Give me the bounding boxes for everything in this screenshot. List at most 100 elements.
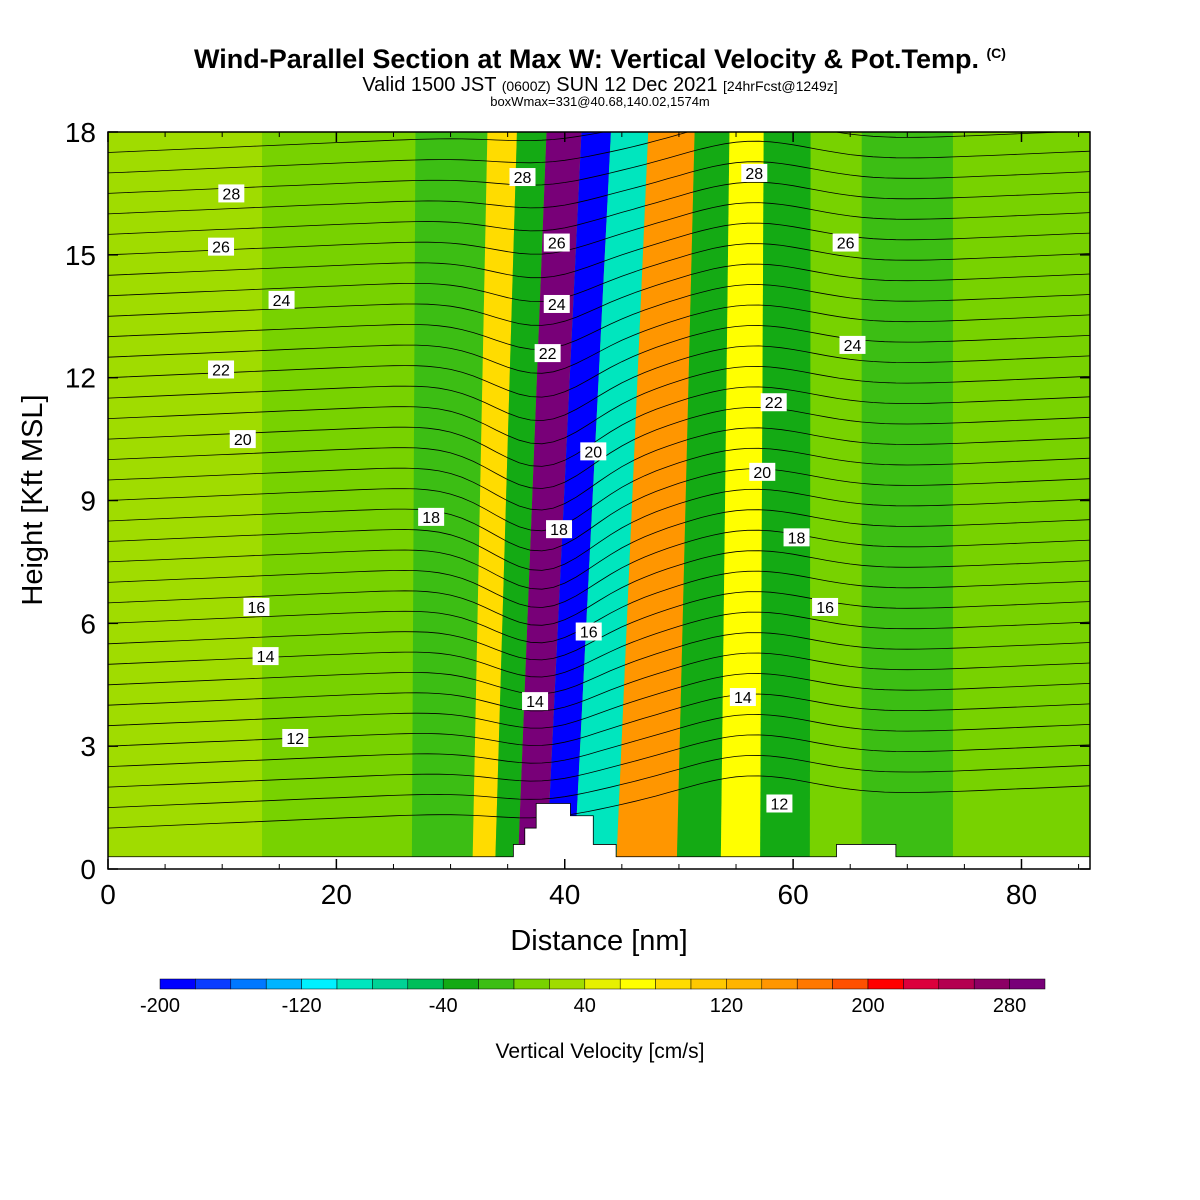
contour-label-text: 20 (753, 465, 771, 482)
valid-time-utc: (0600Z) (501, 78, 551, 94)
theta-contour (108, 550, 1090, 626)
theta-contour (108, 427, 1090, 511)
contour-label-text: 16 (816, 600, 834, 617)
contour-label: 12 (766, 794, 793, 813)
velocity-band (495, 132, 547, 869)
colorbar-swatch (265, 978, 302, 990)
colorbar-swatch (159, 978, 196, 990)
colorbar-tick-label: 40 (574, 995, 596, 1017)
contour-label: 14 (252, 647, 279, 666)
colorbar-swatch (726, 978, 763, 990)
colorbar-label: Vertical Velocity [cm/s] (496, 1040, 705, 1063)
colorbar-tick-label: -40 (429, 995, 458, 1017)
colorbar-tick-label: -120 (282, 995, 322, 1017)
theta-contour (108, 132, 118, 133)
chart-title: Wind-Parallel Section at Max W: Vertical… (0, 44, 1200, 75)
x-tick-label: 0 (100, 879, 116, 910)
axes: 0 20 40 60 80 0 3 6 9 12 15 18 (65, 117, 1090, 910)
contour-label-text: 18 (422, 510, 440, 527)
theta-contour (108, 529, 1090, 608)
theta-contour (108, 222, 1090, 279)
contour-label: 26 (208, 237, 235, 257)
velocity-band (546, 132, 611, 869)
colorbar-swatch (619, 978, 656, 990)
contour-label-text: 24 (548, 297, 566, 314)
contour-label-text: 26 (837, 236, 855, 253)
copyright-mark: (C) (986, 45, 1006, 61)
velocity-band (411, 132, 488, 869)
theta-contour (108, 161, 1090, 215)
contour-label-text: 16 (580, 625, 598, 642)
velocity-band (472, 132, 517, 869)
colorbar-swatch (832, 978, 869, 990)
theta-contour (108, 673, 1090, 729)
theta-contour (108, 345, 1090, 422)
theta-contour (108, 754, 1090, 808)
contour-label-text: 26 (212, 240, 230, 257)
potential-temperature-contours (108, 132, 1090, 829)
contour-label: 18 (546, 520, 573, 539)
contour-label-text: 26 (548, 236, 566, 253)
y-tick-label: 6 (80, 608, 96, 639)
box-wmax-info: boxWmax=331@40.68,140.02,1574m (490, 94, 710, 109)
contour-label-text: 28 (745, 166, 763, 183)
x-tick-label: 20 (321, 879, 352, 910)
theta-contour (108, 386, 1090, 467)
theta-contour (108, 132, 606, 153)
contour-label-text: 12 (286, 731, 304, 748)
contour-label-text: 14 (526, 694, 544, 711)
theta-contour (108, 713, 1090, 767)
theta-contour (108, 263, 1090, 326)
velocity-band (108, 132, 263, 869)
contour-label: 28 (509, 168, 536, 187)
contour-label-text: 14 (257, 649, 275, 666)
colorbar-swatch (230, 978, 267, 990)
contour-label: 16 (575, 622, 602, 642)
theta-contour (108, 632, 1090, 695)
theta-contour (108, 202, 1090, 256)
colorbar-swatch (549, 978, 586, 990)
contour-label: 20 (749, 462, 776, 482)
contour-label: 16 (812, 597, 839, 617)
velocity-band (676, 132, 730, 869)
contour-label: 14 (522, 692, 549, 711)
theta-contour (108, 775, 1090, 829)
contour-label-text: 28 (514, 170, 532, 187)
colorbar-swatch (301, 978, 338, 990)
contour-label: 18 (783, 528, 810, 547)
contour-label: 18 (418, 507, 445, 527)
contour-label-text: 18 (550, 522, 568, 539)
theta-contour (108, 243, 1090, 302)
colorbar-swatch (584, 978, 621, 990)
contour-label: 24 (839, 335, 866, 355)
contour-label: 12 (282, 728, 309, 748)
valid-date: SUN 12 Dec 2021 (556, 74, 718, 96)
colorbar-swatch (867, 978, 904, 990)
theta-contour (108, 132, 1070, 174)
theta-contour (108, 488, 1090, 571)
valid-time: Valid 1500 JST (362, 74, 497, 96)
velocity-band (760, 132, 811, 869)
contour-label: 14 (729, 688, 756, 707)
contour-label-text: 20 (584, 444, 602, 461)
velocity-field (108, 132, 1090, 869)
contour-label: 16 (243, 597, 270, 617)
colorbar-swatch (796, 978, 833, 990)
contour-label: 28 (741, 163, 768, 183)
contour-label-text: 22 (539, 346, 557, 363)
chart-subtitle: Valid 1500 JST (0600Z) SUN 12 Dec 2021 [… (0, 74, 1200, 97)
colorbar-swatch (478, 978, 515, 990)
contour-label: 26 (832, 233, 859, 253)
theta-contour (108, 734, 1090, 788)
colorbar-swatch (336, 978, 373, 990)
theta-contour (108, 652, 1090, 712)
theta-contour (108, 304, 1090, 374)
colorbar-swatch (195, 978, 232, 990)
theta-contour (108, 140, 1090, 194)
y-tick-label: 3 (80, 731, 96, 762)
theta-contour (108, 693, 1090, 747)
theta-contour (108, 468, 1090, 552)
contour-label: 28 (218, 184, 245, 203)
contour-label-text: 18 (788, 530, 806, 547)
